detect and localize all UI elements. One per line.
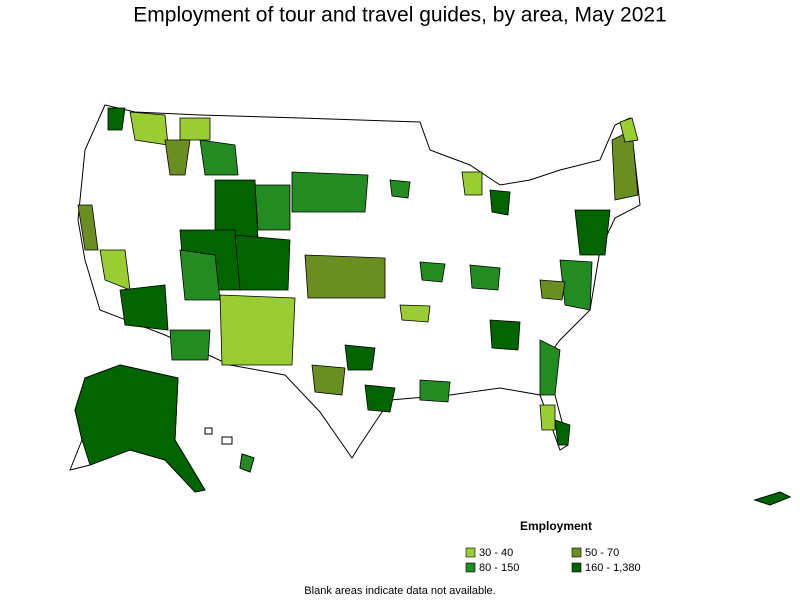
map-region [461, 171, 483, 196]
legend-label: 50 - 70 [585, 547, 619, 559]
map-region [344, 344, 376, 371]
map-region [539, 279, 566, 301]
map-region [129, 111, 169, 146]
map-region [254, 184, 291, 231]
map-region [234, 234, 291, 291]
map-region [419, 261, 446, 283]
hawaii [204, 427, 213, 435]
map-region [619, 117, 639, 143]
legend-swatch [465, 562, 476, 573]
map-region [179, 249, 221, 301]
map-region [364, 384, 396, 413]
legend-label: 80 - 150 [479, 562, 519, 574]
map-region [399, 304, 431, 323]
map-region [239, 453, 255, 473]
map-region [389, 179, 411, 199]
map-region [554, 419, 571, 446]
map-region [419, 379, 451, 403]
map-region [539, 404, 556, 431]
map-region [74, 364, 206, 493]
map-region [574, 209, 611, 256]
map-title: Employment of tour and travel guides, by… [133, 4, 666, 27]
map-region [304, 254, 386, 299]
map [69, 104, 792, 506]
legend-label: 160 - 1,380 [585, 562, 641, 574]
map-region [489, 189, 511, 216]
map-region [753, 491, 791, 506]
map-region [489, 319, 521, 351]
map-region [179, 117, 211, 141]
legend-swatch [571, 562, 582, 573]
legend-title: Employment [520, 519, 592, 533]
legend: 30 - 40 50 - 70 80 - 150 160 - 1,380 [465, 547, 641, 574]
map-region [291, 171, 369, 213]
map-region [199, 139, 239, 176]
map-region [119, 284, 169, 331]
legend-label: 30 - 40 [479, 547, 513, 559]
footnote: Blank areas indicate data not available. [304, 585, 495, 597]
map-region [311, 364, 346, 396]
map-region [169, 329, 211, 361]
map-region [164, 139, 191, 176]
legend-swatch [571, 547, 582, 558]
hawaii [221, 436, 233, 445]
legend-swatch [465, 547, 476, 558]
map-region [77, 204, 99, 251]
map-region [469, 264, 501, 291]
map-region [107, 107, 126, 131]
map-region [219, 294, 296, 366]
map-region [539, 339, 561, 396]
